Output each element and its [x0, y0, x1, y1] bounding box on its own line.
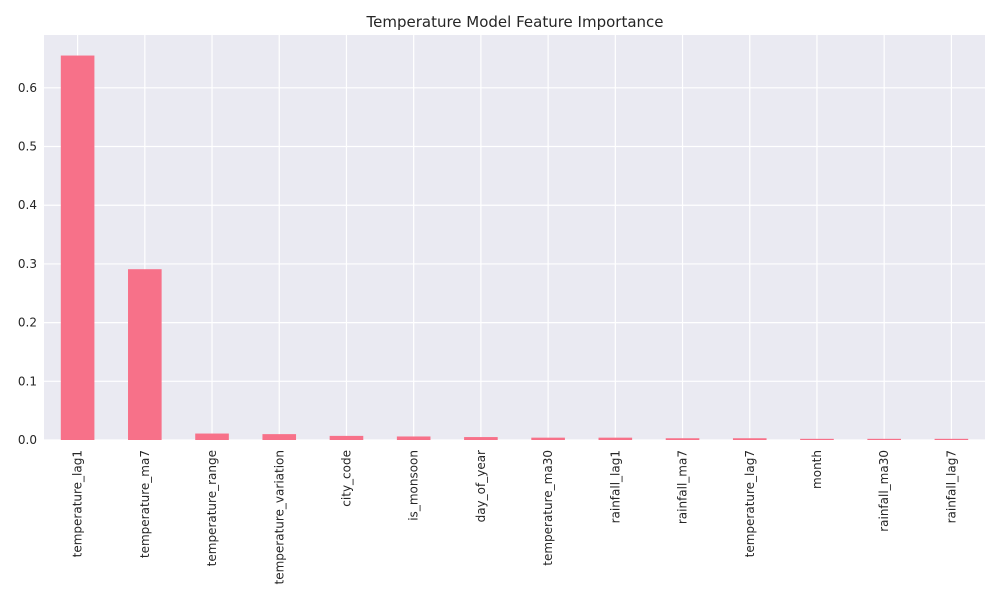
x-tick-label: rainfall_ma7 — [676, 450, 690, 524]
x-tick-label: month — [810, 450, 824, 489]
bar-temperature-range — [195, 433, 229, 440]
y-tick-label: 0.2 — [18, 316, 37, 330]
x-tick-label: day_of_year — [474, 450, 488, 522]
bar-temperature-ma30 — [531, 437, 565, 440]
x-tick-label: rainfall_ma30 — [877, 450, 891, 532]
y-tick-label: 0.4 — [18, 198, 37, 212]
bar-temperature-ma7 — [128, 269, 162, 440]
x-tick-label: temperature_range — [205, 450, 219, 566]
bar-rainfall-lag1 — [598, 437, 633, 440]
bar-day-of-year — [464, 437, 498, 440]
bar-city-code — [329, 435, 364, 440]
x-tick-label: rainfall_lag7 — [944, 450, 958, 523]
bar-temperature-variation — [262, 434, 297, 440]
x-tick-label: temperature_ma30 — [541, 450, 555, 566]
bar-temperature-lag7 — [732, 438, 767, 440]
x-tick-label: is_monsoon — [407, 450, 421, 521]
y-tick-label: 0.6 — [18, 81, 37, 95]
bars — [60, 55, 969, 440]
bar-rainfall-ma30 — [867, 438, 901, 440]
x-tick-label: city_code — [339, 450, 353, 507]
plot-area — [44, 35, 985, 440]
y-tick-label: 0.0 — [18, 433, 37, 447]
x-axis-ticks: temperature_lag1 temperature_ma7 temperatu… — [71, 450, 959, 585]
x-tick-label: temperature_variation — [272, 450, 286, 585]
y-tick-label: 0.5 — [18, 140, 37, 154]
y-tick-label: 0.1 — [18, 374, 37, 388]
x-tick-label: rainfall_lag1 — [608, 450, 622, 523]
x-tick-label: temperature_ma7 — [138, 450, 152, 558]
bar-temperature-lag1 — [60, 55, 95, 440]
grid-lines — [44, 35, 985, 441]
bar-is-monsoon — [396, 436, 431, 440]
bar-rainfall-lag7 — [934, 438, 969, 440]
y-axis-ticks: 0.0 0.1 0.2 0.3 0.4 0.5 0.6 — [18, 81, 37, 447]
bar-month — [800, 438, 834, 440]
x-tick-label: temperature_lag7 — [743, 450, 757, 557]
x-tick-label: temperature_lag1 — [71, 450, 85, 557]
bar-rainfall-ma7 — [665, 438, 700, 440]
chart-title: Temperature Model Feature Importance — [366, 13, 664, 31]
y-tick-label: 0.3 — [18, 257, 37, 271]
